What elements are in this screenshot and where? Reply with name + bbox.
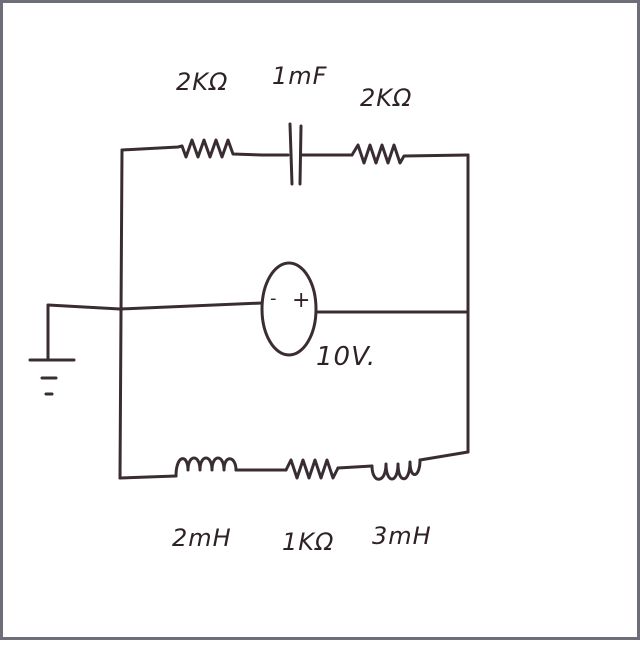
ground-wire [46, 303, 122, 360]
capacitor-plate-left [288, 122, 294, 186]
bottom-inductor-right-label: 3mH [372, 522, 432, 550]
source-plus-sign: + [292, 288, 312, 313]
bottom-wire-left [118, 474, 178, 480]
left-rail-wire [118, 148, 124, 480]
bottom-inductor-right [370, 458, 422, 481]
top-resistor-right [350, 143, 470, 165]
middle-branch-wire-left [118, 301, 264, 311]
bottom-inductor-left [174, 456, 238, 478]
bottom-inductor-left-label: 2mH [172, 524, 232, 552]
bottom-wire-mid-right [336, 464, 374, 470]
top-capacitor-label: 1mF [272, 62, 328, 90]
bottom-wire-right [418, 450, 470, 462]
top-resistor-right-label: 2KΩ [360, 84, 413, 112]
bottom-resistor [284, 458, 340, 480]
voltage-source-label: 10V. [316, 342, 377, 372]
top-branch-wire [120, 144, 184, 152]
voltage-source-circle [260, 261, 318, 357]
top-resistor-left-label: 2KΩ [176, 68, 229, 96]
bottom-resistor-label: 1KΩ [282, 528, 335, 556]
top-resistor-left [180, 138, 264, 159]
source-minus-sign: - [270, 288, 278, 309]
